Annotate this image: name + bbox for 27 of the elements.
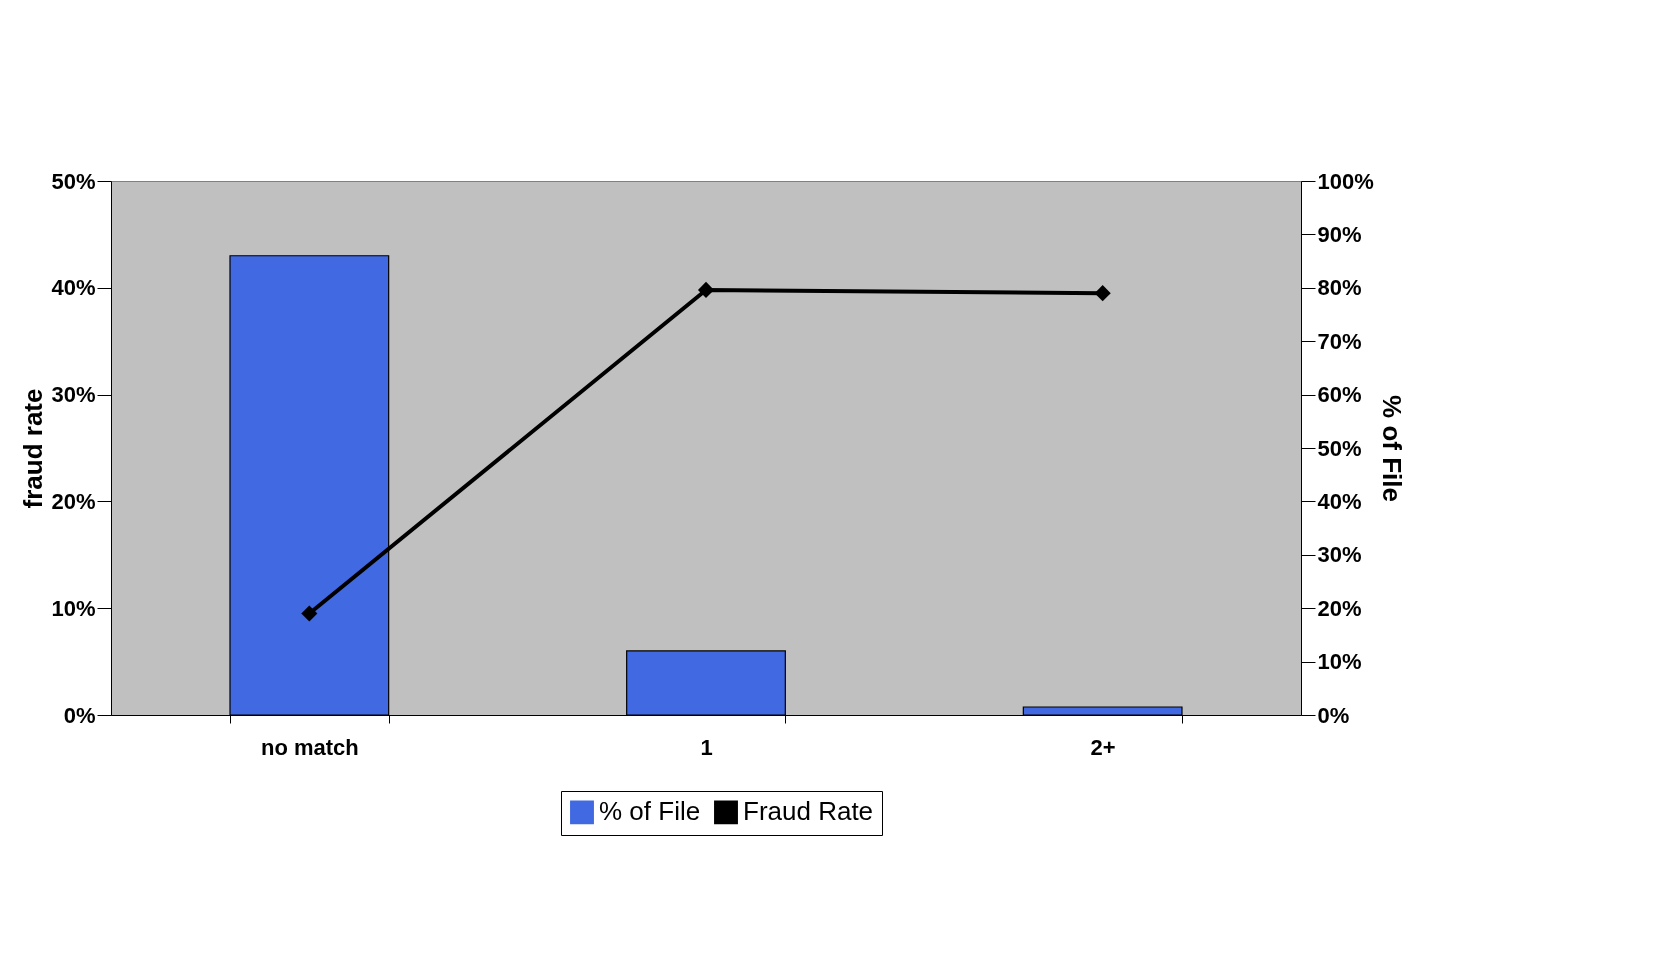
y-tick-label: 50% xyxy=(51,168,96,194)
y-tick-label: 20% xyxy=(51,488,96,514)
y2-tick-label: 0% xyxy=(1317,702,1350,728)
y2-tick-label: 30% xyxy=(1317,542,1362,568)
y2-tick-label: 40% xyxy=(1317,488,1362,514)
x-tick-label: 1 xyxy=(700,734,713,760)
y2-tick-label: 80% xyxy=(1317,275,1362,301)
point xyxy=(697,281,715,298)
point xyxy=(301,605,318,622)
y-tick-label: 10% xyxy=(51,595,96,621)
x-tick-label: 2+ xyxy=(1090,734,1116,760)
legend-label: Fraud Rate xyxy=(743,796,874,827)
x-tick-label: no match xyxy=(260,734,359,760)
y2-tick-label: 90% xyxy=(1317,221,1362,247)
y2-tick-label: 100% xyxy=(1317,168,1374,194)
y2-tick-label: 50% xyxy=(1317,435,1362,461)
y2-tick-label: 20% xyxy=(1317,595,1362,621)
y-tick-label: 0% xyxy=(63,702,96,728)
y-tick-label: 30% xyxy=(51,382,96,408)
y-tick-label: 40% xyxy=(51,275,96,301)
y-axis-title: fraud rate xyxy=(18,388,49,509)
y2-tick-label: 70% xyxy=(1317,328,1362,354)
y2-tick-label: 10% xyxy=(1317,649,1362,675)
y2-tick-label: 60% xyxy=(1317,382,1362,408)
point xyxy=(1094,285,1111,302)
legend-label: % of File xyxy=(599,796,701,827)
y2-axis-title: % of File xyxy=(1376,395,1407,502)
